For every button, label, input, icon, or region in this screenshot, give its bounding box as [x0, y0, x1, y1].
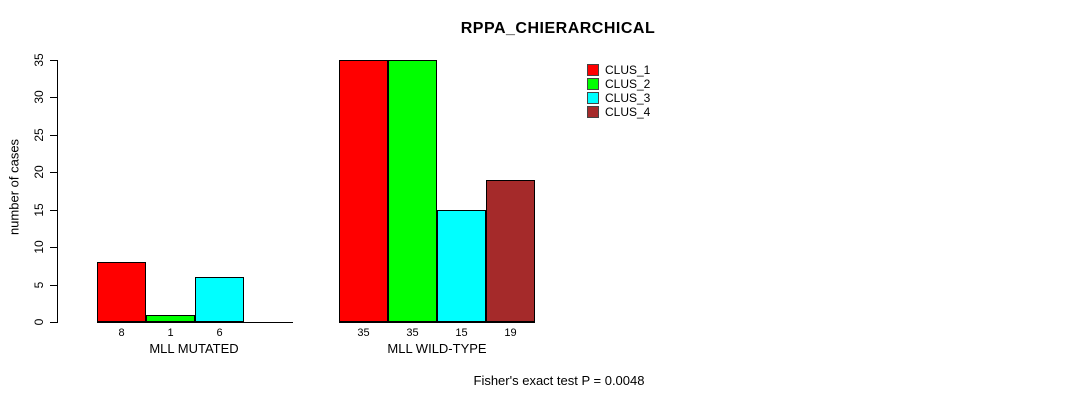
- legend-swatch-clus_3: [587, 92, 599, 104]
- legend-item-clus_2: CLUS_2: [587, 77, 650, 91]
- bar-clus_1-group2: [339, 60, 388, 322]
- legend: CLUS_1 CLUS_2 CLUS_3 CLUS_4: [587, 63, 650, 119]
- bar-value-label: 1: [167, 327, 174, 339]
- y-axis-title-text: number of cases: [6, 138, 22, 236]
- bar-value-label: 19: [504, 327, 517, 339]
- bar-value-label: 35: [357, 327, 370, 339]
- y-tick-label: 0: [32, 318, 46, 326]
- bar-clus_2-group1: [146, 315, 195, 322]
- legend-swatch-clus_4: [587, 106, 599, 118]
- y-tick-label: 35: [32, 53, 46, 67]
- y-tick: [50, 322, 57, 323]
- legend-item-clus_3: CLUS_3: [587, 91, 650, 105]
- x-baseline: [339, 322, 535, 323]
- x-baseline: [97, 322, 293, 323]
- legend-label: CLUS_2: [605, 77, 651, 91]
- bar-clus_3-group1: [195, 277, 244, 322]
- y-tick-label: 30: [32, 90, 46, 105]
- legend-label: CLUS_4: [605, 105, 651, 119]
- legend-swatch-clus_1: [587, 64, 599, 76]
- bar-value-label: 35: [406, 327, 419, 339]
- y-tick: [50, 284, 57, 286]
- y-tick: [50, 209, 57, 211]
- bar-clus_2-group2: [388, 60, 437, 322]
- bar-clus_1-group1: [97, 262, 146, 322]
- bar-value-label: 6: [216, 327, 223, 339]
- bar-value-label: 8: [118, 327, 125, 339]
- chart-title: RPPA_CHIERARCHICAL: [460, 20, 656, 37]
- y-tick: [50, 60, 57, 61]
- legend-swatch-clus_2: [587, 78, 599, 90]
- x-group-label-mll-wild-type: MLL WILD-TYPE: [387, 341, 487, 356]
- y-axis-line: [57, 60, 58, 323]
- bar-clus_3-group2: [437, 210, 486, 322]
- y-tick: [50, 134, 57, 136]
- y-tick: [50, 97, 57, 99]
- fisher-test-annotation: Fisher's exact test P = 0.0048: [473, 373, 645, 388]
- y-tick-label: 15: [32, 203, 46, 217]
- bar-clus_4-group2: [486, 180, 535, 322]
- legend-item-clus_1: CLUS_1: [587, 63, 650, 77]
- x-group-label-mll-mutated: MLL MUTATED: [149, 341, 239, 356]
- y-tick-label: 5: [32, 281, 46, 288]
- y-tick-label: 20: [32, 165, 46, 179]
- y-tick-label: 10: [32, 240, 46, 254]
- bar-value-label: 15: [455, 327, 468, 339]
- y-tick: [50, 247, 57, 249]
- legend-item-clus_4: CLUS_4: [587, 105, 650, 119]
- y-tick: [50, 172, 57, 174]
- legend-label: CLUS_1: [605, 63, 651, 77]
- y-tick-label: 25: [32, 128, 46, 142]
- legend-label: CLUS_3: [605, 91, 651, 105]
